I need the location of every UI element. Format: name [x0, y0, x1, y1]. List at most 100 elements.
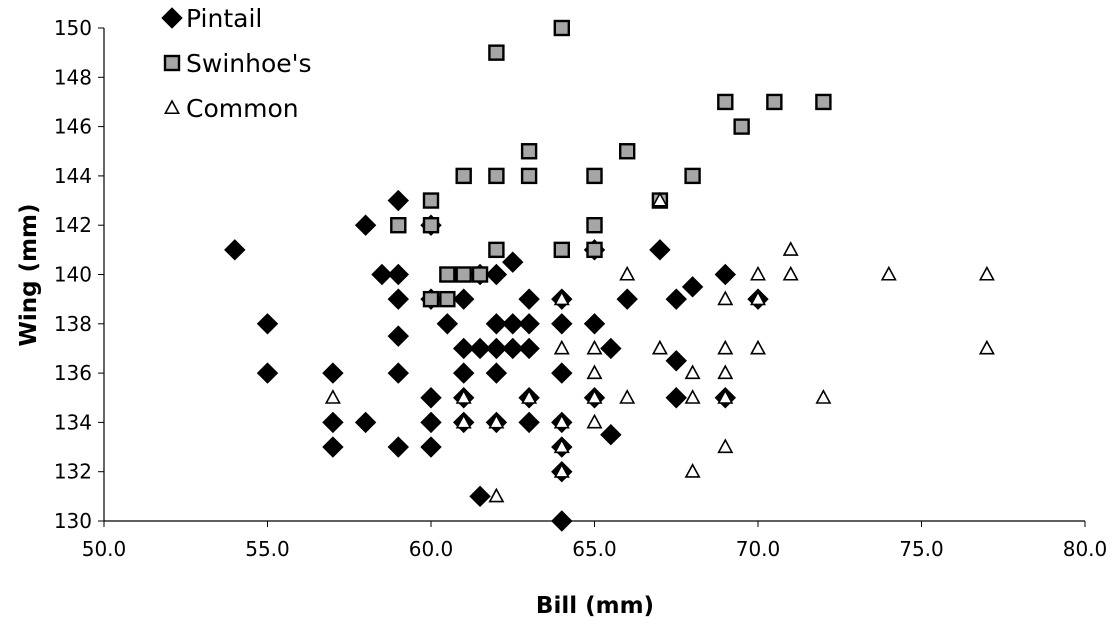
common-point [684, 463, 701, 478]
common-point [619, 265, 636, 281]
common-point [455, 413, 472, 429]
pintail-point [485, 362, 508, 384]
x-tick-label: 65.0 [572, 537, 617, 561]
pintail-point [452, 337, 475, 360]
common-point [553, 438, 570, 454]
pintail-point [485, 313, 508, 335]
pintail-point [371, 263, 393, 286]
swinhoes-point [390, 216, 407, 234]
common-point [455, 389, 472, 404]
pintail-point [616, 288, 638, 310]
swinhoes-point [717, 93, 734, 111]
pintail-point [665, 350, 687, 372]
pintail-point [518, 337, 540, 360]
swinhoes-point [586, 167, 603, 185]
swinhoes-point [471, 266, 489, 283]
common-point [553, 290, 570, 306]
common-point [750, 265, 766, 281]
common-point [586, 364, 603, 380]
pintail-point [387, 325, 410, 347]
common-point [521, 389, 538, 404]
swinhoes-point [455, 167, 472, 185]
pintail-point [665, 288, 687, 310]
pintail-point [322, 411, 344, 434]
pintail-point [354, 411, 377, 434]
legend-marker-square [163, 54, 181, 72]
y-axis-title: Wing (mm) [16, 203, 42, 346]
pintail-point [502, 251, 524, 273]
pintail-point [600, 424, 622, 446]
legend-label: Pintail [186, 4, 262, 33]
pintail-point [387, 288, 410, 310]
axes [98, 27, 1086, 527]
pintail-point [452, 288, 475, 310]
y-tick-label: 136 [54, 361, 92, 385]
y-tick-label: 146 [54, 115, 92, 139]
pintail-point [485, 337, 508, 360]
pintail-point [551, 313, 573, 335]
pintail-point [665, 387, 687, 409]
common-point [717, 290, 734, 306]
legend-marker-triangle [164, 99, 180, 115]
y-tick-label: 144 [54, 164, 92, 188]
common-point [553, 413, 570, 429]
y-tick-label: 134 [54, 410, 92, 434]
legend-label: Swinhoe's [186, 49, 312, 78]
common-point [717, 339, 734, 355]
swinhoes-point [455, 266, 472, 283]
x-tick-label: 55.0 [245, 537, 290, 561]
pintail-point [387, 436, 410, 458]
common-point [586, 389, 603, 404]
swinhoes-point [619, 143, 636, 160]
swinhoes-point [766, 93, 783, 111]
common-point [553, 339, 570, 355]
pintail-point [256, 362, 279, 384]
common-point [324, 389, 341, 404]
common-point [488, 413, 505, 429]
pintail-point [420, 436, 442, 458]
pintail-point [387, 362, 410, 384]
data-points [224, 19, 995, 532]
x-tick-label: 75.0 [899, 537, 944, 561]
pintail-point [649, 239, 671, 261]
common-point [717, 438, 734, 454]
y-tick-label: 138 [54, 312, 92, 336]
pintail-point [322, 362, 344, 384]
swinhoes-point [439, 290, 456, 308]
swinhoes-point [422, 216, 440, 234]
common-point [488, 487, 505, 503]
swinhoes-point [520, 143, 538, 160]
common-point [978, 265, 995, 281]
common-point [750, 339, 766, 355]
common-point [684, 389, 701, 404]
swinhoes-point [520, 167, 538, 185]
common-point [553, 463, 570, 478]
common-point [684, 364, 701, 380]
pintail-point [436, 313, 459, 335]
swinhoes-point [488, 167, 505, 185]
x-tick-label: 70.0 [736, 537, 781, 561]
common-point [978, 339, 995, 355]
swinhoes-point [422, 192, 440, 209]
legend-label: Common [186, 94, 299, 123]
common-point [750, 290, 766, 306]
tick-labels: 130 132 134 136 138 140 142 144 146 148 150 50.0 55.… [54, 16, 1107, 561]
swinhoes-point [553, 19, 570, 37]
swinhoes-point [684, 167, 701, 185]
pintail-point [600, 337, 622, 360]
pintail-point [256, 313, 279, 335]
swinhoes-point [422, 290, 440, 308]
x-tick-label: 80.0 [1063, 537, 1108, 561]
y-tick-label: 148 [54, 65, 92, 89]
pintail-point [420, 387, 442, 409]
swinhoes-point [815, 93, 832, 111]
pintail-point [354, 214, 377, 236]
common-point [586, 339, 603, 355]
x-tick-label: 50.0 [82, 537, 127, 561]
common-point [717, 389, 734, 404]
swinhoes-point [586, 216, 603, 234]
swinhoes-point [733, 118, 750, 135]
legend: Pintail Swinhoe's Common [161, 4, 312, 123]
